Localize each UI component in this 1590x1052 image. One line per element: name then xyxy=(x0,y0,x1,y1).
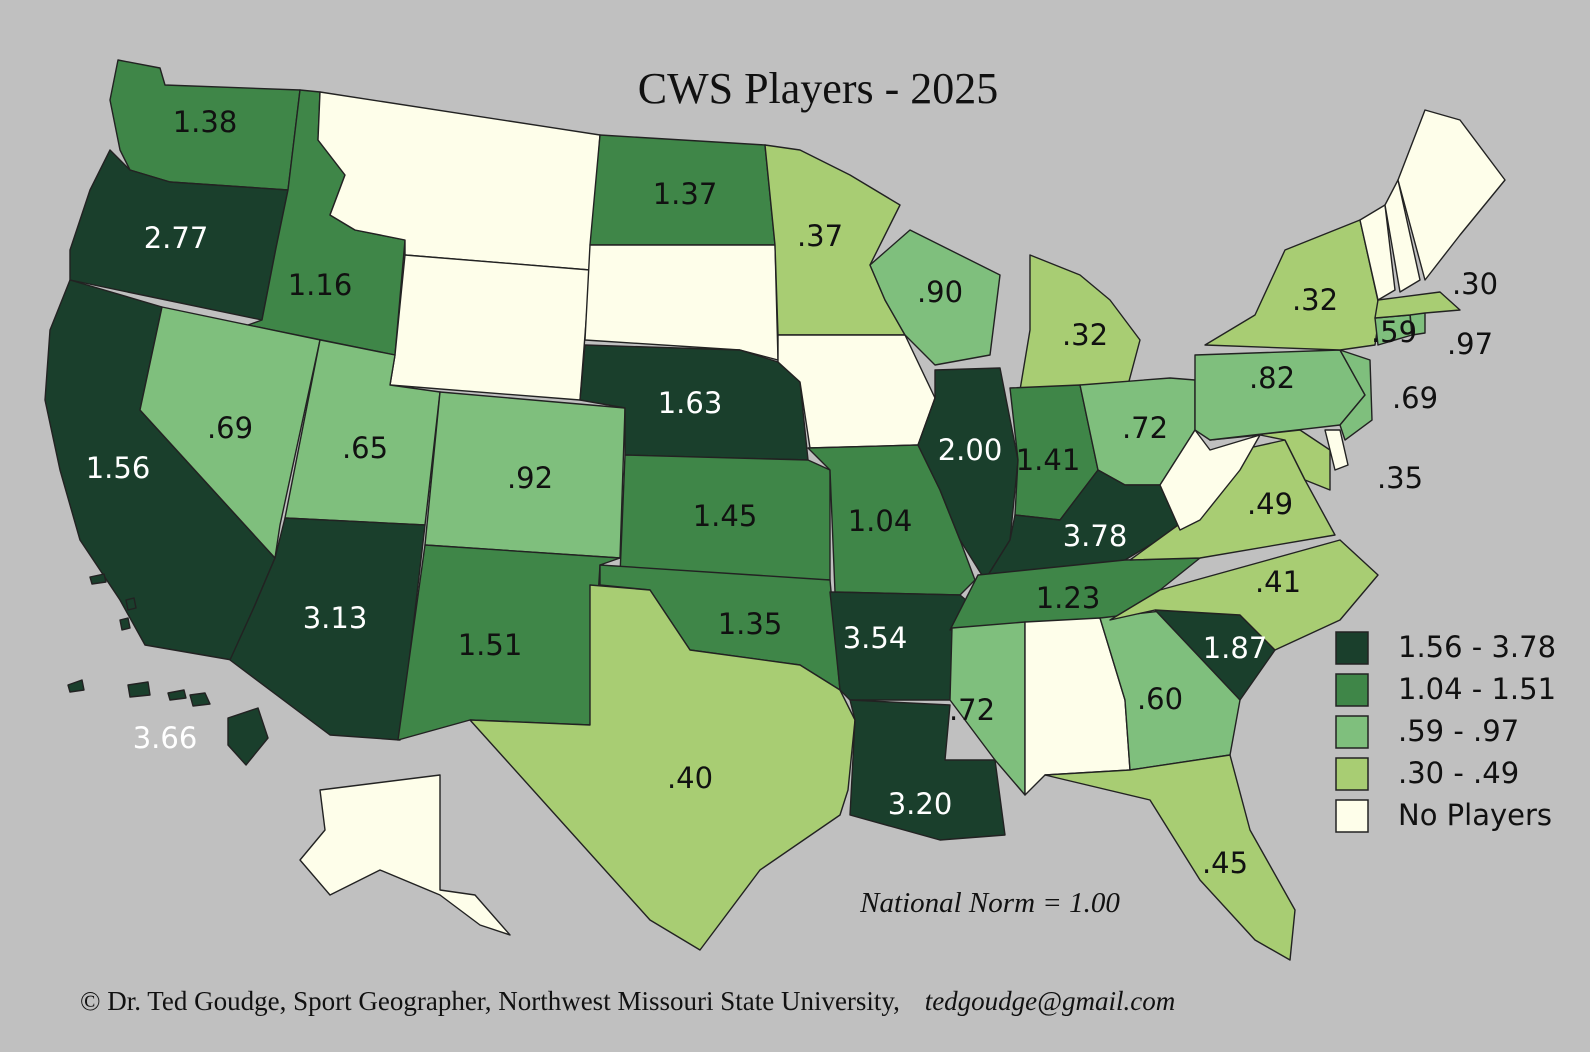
state-md xyxy=(1209,429,1331,491)
state-la xyxy=(849,699,1006,841)
state-nc xyxy=(1109,539,1379,651)
state-tx xyxy=(469,584,856,951)
hawaii-island-2 xyxy=(167,689,187,701)
state-value-nv: .69 xyxy=(207,411,253,445)
state-value-wi: .90 xyxy=(917,275,963,309)
state-value-ar: 3.54 xyxy=(843,621,908,655)
state-value-ca: 1.56 xyxy=(86,451,151,485)
state-wi xyxy=(869,229,1001,366)
state-value-id: 1.16 xyxy=(288,268,353,302)
state-ks xyxy=(619,454,831,581)
state-value-ny: .32 xyxy=(1292,283,1338,317)
state-nh xyxy=(1384,179,1421,293)
legend-label-1: 1.04 - 1.51 xyxy=(1398,672,1556,706)
legend-label-3: .30 - .49 xyxy=(1398,756,1519,790)
legend-swatch-2 xyxy=(1335,715,1369,749)
state-value-or: 2.77 xyxy=(144,221,209,255)
state-value-ne: 1.63 xyxy=(658,386,723,420)
state-labels: 1.38 2.77 1.56 1.16 .69 .65 3.13 .92 1.51 1.37 1.6… xyxy=(86,105,1498,880)
state-il xyxy=(917,367,1019,581)
state-value-il: 2.00 xyxy=(938,433,1003,467)
state-value-co: .92 xyxy=(507,461,553,495)
state-value-wa: 1.38 xyxy=(173,105,238,139)
state-value-nc: .41 xyxy=(1255,565,1301,599)
legend: 1.56 - 3.78 1.04 - 1.51 .59 - .97 .30 - .49… xyxy=(1335,630,1556,833)
state-value-ri: .97 xyxy=(1447,327,1493,361)
state-value-in: 1.41 xyxy=(1016,443,1081,477)
credit-line: © Dr. Ted Goudge, Sport Geographer, Nort… xyxy=(80,986,1175,1016)
state-value-nd: 1.37 xyxy=(653,177,718,211)
state-nv xyxy=(139,306,321,559)
channel-island-4 xyxy=(89,573,107,585)
state-de xyxy=(1324,429,1349,471)
state-value-md: .35 xyxy=(1377,461,1423,495)
state-fl xyxy=(1044,754,1296,961)
state-value-la: 3.20 xyxy=(888,787,953,821)
state-value-tx: .40 xyxy=(667,761,713,795)
hawaii-island-0 xyxy=(67,679,85,693)
state-az xyxy=(229,517,426,741)
map-title: CWS Players - 2025 xyxy=(638,64,999,113)
hawaii-island-1 xyxy=(127,681,151,698)
legend-label-0: 1.56 - 3.78 xyxy=(1398,630,1556,664)
state-value-ms: .72 xyxy=(949,693,995,727)
legend-swatch-3 xyxy=(1335,757,1369,791)
state-sd xyxy=(584,244,779,361)
state-value-ks: 1.45 xyxy=(693,499,758,533)
state-ma xyxy=(1374,291,1461,319)
legend-label-4: No Players xyxy=(1398,798,1552,832)
state-value-nj: .69 xyxy=(1392,381,1438,415)
state-nj xyxy=(1339,349,1373,441)
credit-text: © Dr. Ted Goudge, Sport Geographer, Nort… xyxy=(80,986,900,1016)
state-value-mi: .32 xyxy=(1062,318,1108,352)
state-value-tn: 1.23 xyxy=(1036,581,1101,615)
state-ms xyxy=(949,621,1026,796)
state-value-ct: .59 xyxy=(1371,315,1417,349)
state-value-ma: .30 xyxy=(1452,267,1498,301)
state-wy xyxy=(389,254,591,401)
state-value-mo: 1.04 xyxy=(848,504,913,538)
state-value-ky: 3.78 xyxy=(1063,519,1128,553)
channel-island-5 xyxy=(125,597,137,611)
state-mi xyxy=(1019,254,1141,391)
channel-island-6 xyxy=(119,617,131,631)
state-value-mn: .37 xyxy=(797,219,843,253)
legend-swatch-4 xyxy=(1335,799,1369,833)
state-value-ut: .65 xyxy=(342,431,388,465)
state-ak xyxy=(299,774,511,936)
state-hi xyxy=(227,707,269,766)
state-value-hi: 3.66 xyxy=(133,721,198,755)
state-vt xyxy=(1359,204,1396,301)
legend-swatch-1 xyxy=(1335,673,1369,707)
state-wv xyxy=(1159,429,1261,531)
legend-label-2: .59 - .97 xyxy=(1398,714,1519,748)
state-me xyxy=(1397,109,1506,281)
state-value-nm: 1.51 xyxy=(458,628,523,662)
legend-swatch-0 xyxy=(1335,631,1369,665)
credit-email: tedgoudge@gmail.com xyxy=(925,986,1176,1016)
state-value-va: .49 xyxy=(1247,487,1293,521)
state-value-ok: 1.35 xyxy=(718,607,783,641)
state-value-oh: .72 xyxy=(1122,411,1168,445)
hawaii-island-3 xyxy=(189,692,211,707)
national-norm-note: National Norm = 1.00 xyxy=(859,887,1120,919)
state-value-az: 3.13 xyxy=(303,601,368,635)
state-value-sc: 1.87 xyxy=(1203,631,1268,665)
state-value-pa: .82 xyxy=(1249,361,1295,395)
state-value-fl: .45 xyxy=(1202,846,1248,880)
states-layer xyxy=(44,59,1506,961)
state-value-ga: .60 xyxy=(1137,682,1183,716)
islands-layer xyxy=(67,573,211,707)
